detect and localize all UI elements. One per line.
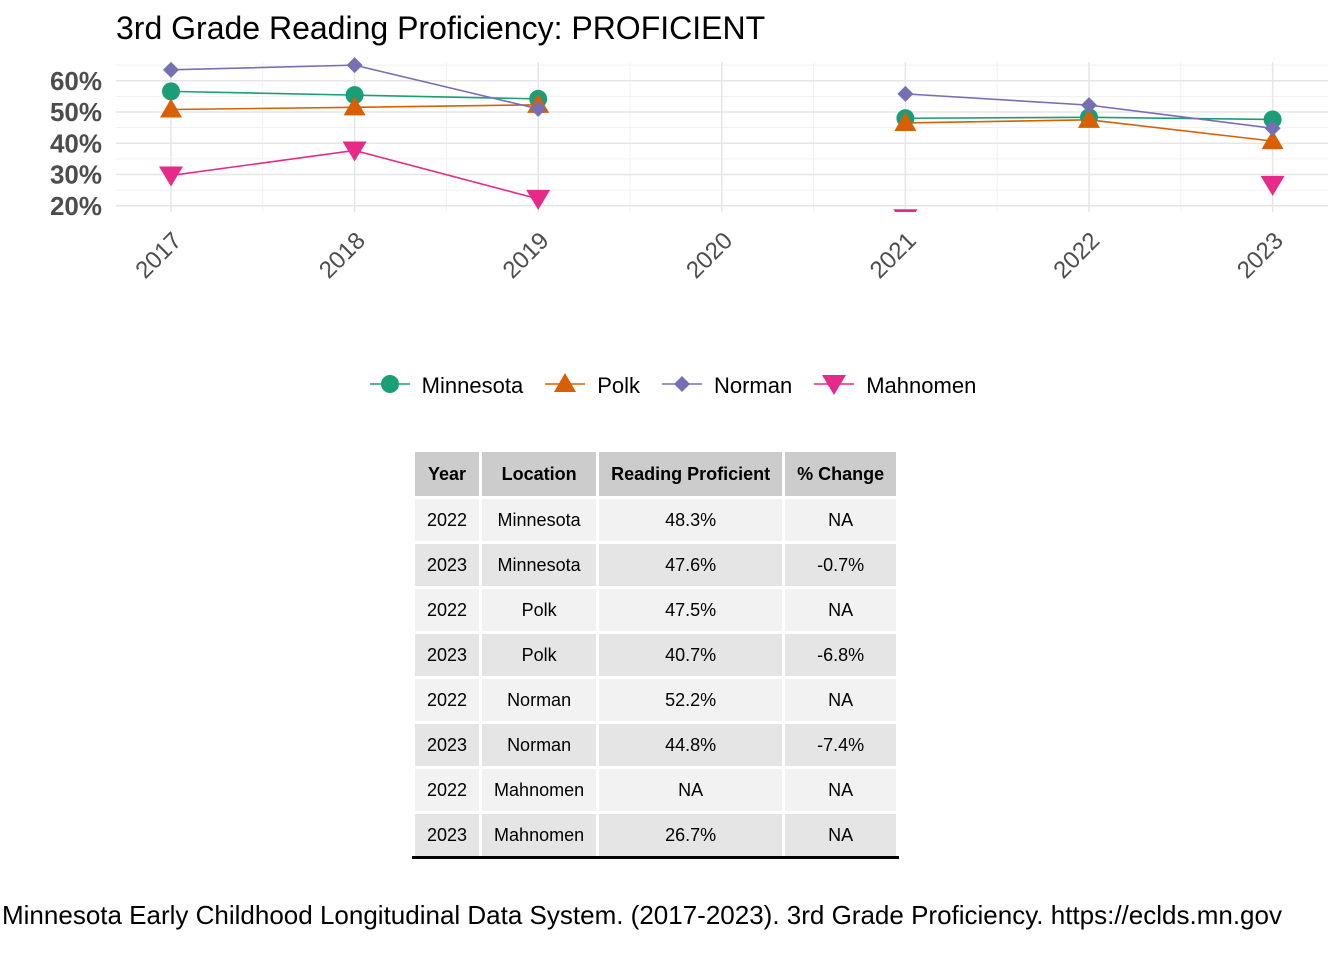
- data-point-polk: [160, 98, 182, 118]
- legend-label-mahnomen: Mahnomen: [866, 373, 977, 398]
- x-tick-label: 2018: [314, 227, 371, 284]
- table-row: 2023 Polk 40.7% -6.8%: [411, 631, 900, 679]
- table-cell: 2022: [411, 586, 483, 634]
- x-tick-label: 2023: [1232, 227, 1289, 284]
- data-point-mahnomen: [1260, 175, 1285, 196]
- table-cell: NA: [782, 496, 900, 544]
- data-point-polk: [894, 111, 917, 131]
- x-tick-label: 2021: [865, 227, 922, 284]
- table-row: 2022 Polk 47.5% NA: [411, 586, 900, 634]
- table-cell: Norman: [479, 676, 600, 724]
- data-point-mahnomen: [893, 209, 918, 212]
- chart-title: 3rd Grade Reading Proficiency: PROFICIEN…: [116, 10, 766, 46]
- table-cell: 44.8%: [596, 721, 786, 769]
- legend-key-polk: [545, 373, 586, 392]
- x-tick-label: 2020: [681, 227, 738, 284]
- legend-label-minnesota: Minnesota: [421, 373, 524, 398]
- table-row: 2022 Minnesota 48.3% NA: [411, 496, 900, 544]
- legend-key-minnesota: [369, 375, 410, 393]
- x-tick-label: 2019: [498, 227, 555, 284]
- y-tick-label: 30%: [50, 160, 102, 190]
- table-cell: -6.8%: [782, 631, 900, 679]
- table-cell: NA: [782, 811, 900, 859]
- table-row: 2022 Mahnomen NA NA: [411, 766, 900, 814]
- table-cell: Polk: [479, 631, 600, 679]
- data-point-polk: [1078, 108, 1100, 128]
- legend-key-norman: [661, 376, 702, 392]
- table-row: 2022 Norman 52.2% NA: [411, 676, 900, 724]
- data-point-minnesota: [345, 86, 364, 105]
- data-point-mahnomen: [159, 166, 183, 187]
- table-cell: NA: [782, 766, 900, 814]
- plot-area: [159, 57, 1285, 212]
- table-cell: 40.7%: [596, 631, 786, 679]
- data-point-norman: [530, 100, 547, 117]
- source-caption: Minnesota Early Childhood Longitudinal D…: [2, 900, 1282, 930]
- data-point-norman: [897, 85, 914, 102]
- data-point-minnesota: [1263, 110, 1282, 129]
- data-point-norman: [346, 57, 363, 74]
- table-row: 2023 Norman 44.8% -7.4%: [411, 721, 900, 769]
- legend-item-mahnomen: Mahnomen: [812, 366, 976, 406]
- table-row: 2023 Mahnomen 26.7% NA: [411, 811, 900, 859]
- table-cell: Norman: [479, 721, 600, 769]
- header-location: Location: [479, 452, 600, 498]
- data-point-polk: [343, 96, 366, 116]
- chart-legend: Minnesota Polk Norman Mahnomen: [0, 366, 1344, 411]
- table-cell: NA: [782, 586, 900, 634]
- table-cell: Mahnomen: [479, 766, 600, 814]
- table-cell: 2023: [411, 631, 483, 679]
- legend-label-norman: Norman: [713, 373, 793, 398]
- table-header-row: Year Location Reading Proficient % Chang…: [411, 452, 900, 498]
- table-cell: 2022: [411, 496, 483, 544]
- legend-item-norman: Norman: [660, 366, 792, 406]
- line-chart: 20%30%40%50%60% 2017 2018 2019 2020 2021 2022 2…: [50, 57, 1328, 284]
- legend-item-minnesota: Minnesota: [368, 366, 524, 406]
- table-cell: 2023: [411, 721, 483, 769]
- table-cell: 52.2%: [596, 676, 786, 724]
- table-cell: 47.6%: [596, 541, 786, 589]
- table-cell: Minnesota: [479, 541, 600, 589]
- table-cell: -7.4%: [782, 721, 900, 769]
- legend-label-polk: Polk: [597, 373, 640, 398]
- data-point-mahnomen: [342, 141, 367, 162]
- table-cell: -0.7%: [782, 541, 900, 589]
- table-row: 2023 Minnesota 47.6% -0.7%: [411, 541, 900, 589]
- data-point-minnesota: [162, 82, 180, 101]
- table-cell: 2023: [411, 541, 483, 589]
- table-cell: Polk: [479, 586, 600, 634]
- header-reading-proficient: Reading Proficient: [596, 452, 786, 498]
- table-cell: 2022: [411, 766, 483, 814]
- x-tick-label: 2022: [1048, 227, 1105, 284]
- table-cell: Minnesota: [479, 496, 600, 544]
- header-year: Year: [411, 452, 483, 498]
- table-cell: 47.5%: [596, 586, 786, 634]
- header-percent-change: % Change: [782, 452, 900, 498]
- table-cell: NA: [782, 676, 900, 724]
- legend-key-mahnomen: [814, 375, 855, 395]
- y-tick-label: 60%: [50, 66, 102, 96]
- y-tick-label: 20%: [50, 191, 102, 221]
- legend-item-polk: Polk: [543, 366, 640, 406]
- data-point-norman: [1081, 97, 1097, 114]
- table-cell: NA: [596, 766, 786, 814]
- x-tick-label: 2017: [130, 227, 187, 284]
- table-cell: 26.7%: [596, 811, 786, 859]
- table-cell: 48.3%: [596, 496, 786, 544]
- data-point-mahnomen: [526, 189, 551, 210]
- table-cell: 2023: [411, 811, 483, 859]
- summary-table: Year Location Reading Proficient % Chang…: [411, 452, 900, 859]
- data-point-norman: [1264, 120, 1281, 137]
- y-tick-label: 40%: [50, 128, 102, 158]
- data-point-polk: [1261, 130, 1284, 150]
- data-point-norman: [163, 61, 179, 78]
- table-cell: 2022: [411, 676, 483, 724]
- y-tick-label: 50%: [50, 97, 102, 127]
- table-cell: Mahnomen: [479, 811, 600, 859]
